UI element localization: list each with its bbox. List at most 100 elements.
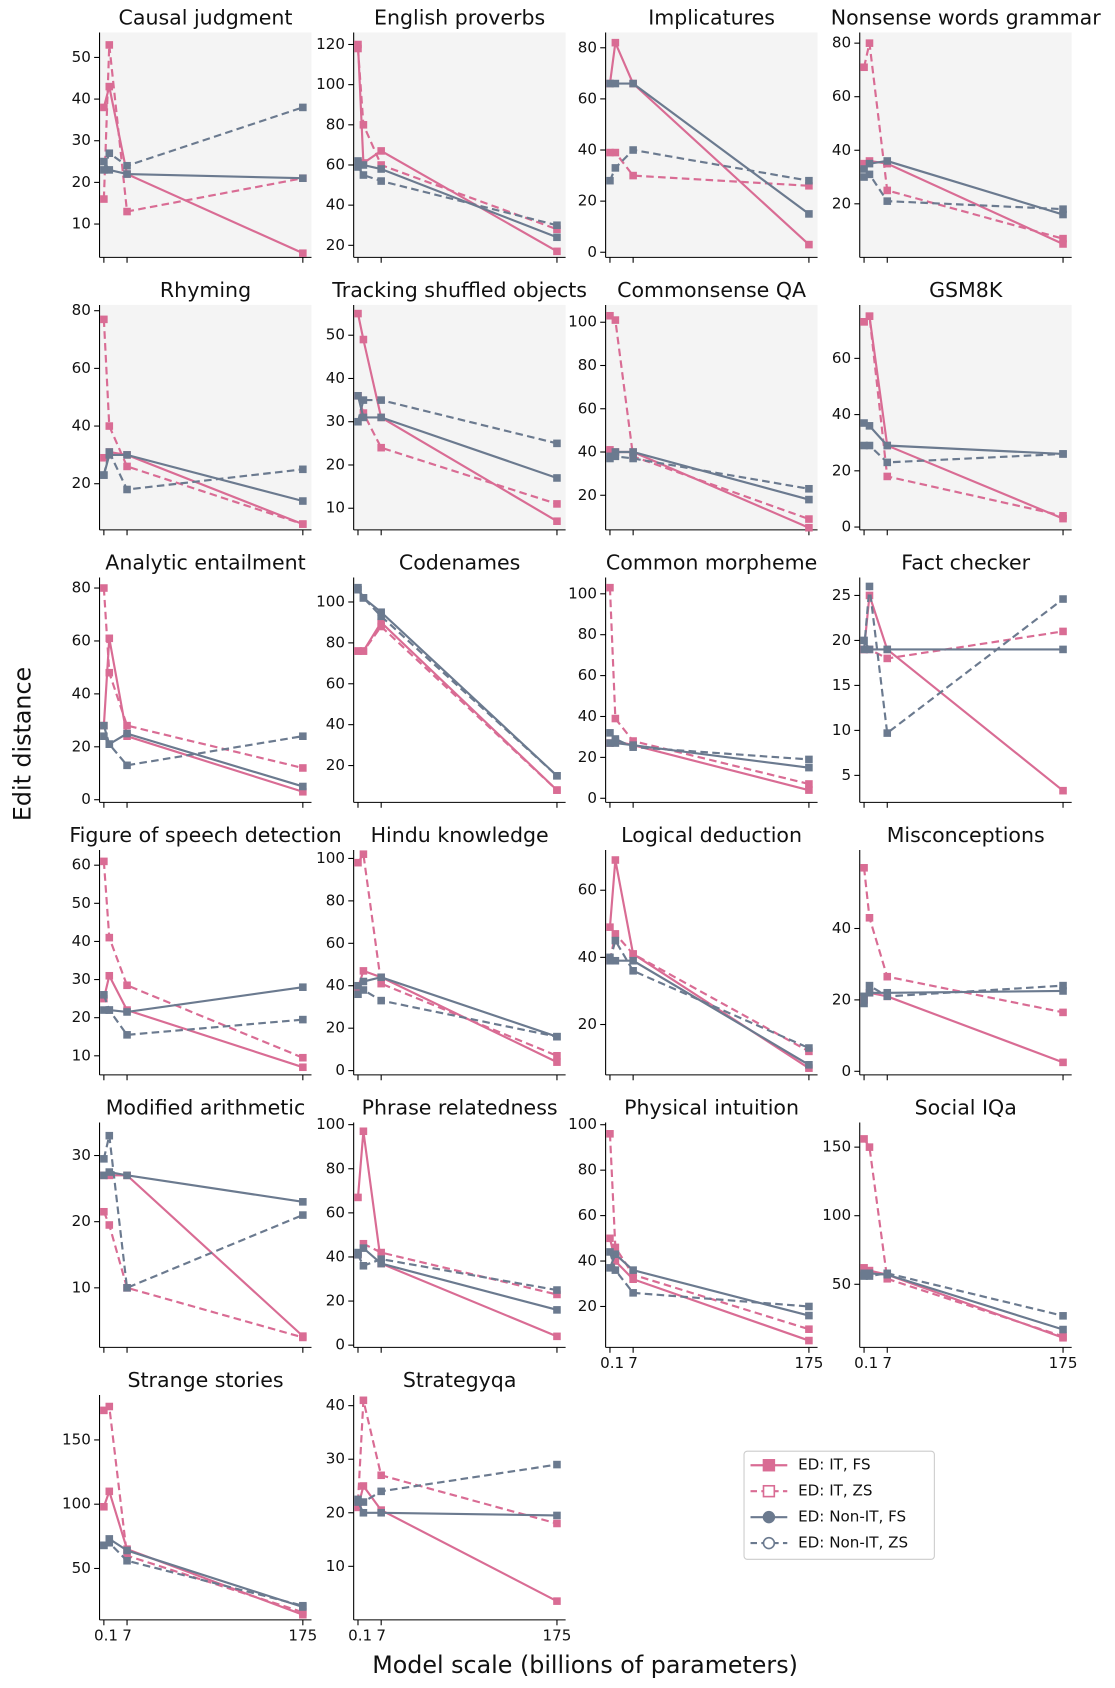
x-tick-label: 7 <box>628 1354 638 1372</box>
data-point <box>611 735 620 743</box>
data-point <box>377 413 385 422</box>
data-point <box>377 622 385 631</box>
data-point <box>299 1015 307 1024</box>
data-point <box>354 309 362 318</box>
legend-label: ED: IT, ZS <box>798 1482 872 1500</box>
y-tick-label: 10 <box>326 499 345 517</box>
data-point <box>860 992 868 1001</box>
data-point <box>359 396 368 404</box>
y-tick-label: 40 <box>72 417 91 435</box>
data-point <box>606 176 614 185</box>
y-tick-label: 30 <box>326 1450 345 1468</box>
data-point <box>865 645 874 654</box>
data-point <box>1059 1058 1067 1067</box>
y-tick-label: 60 <box>578 89 597 107</box>
data-point <box>606 148 614 157</box>
data-point <box>805 1044 813 1052</box>
data-point <box>606 1234 614 1243</box>
data-point <box>299 103 307 112</box>
data-point <box>123 462 131 471</box>
data-point <box>883 654 892 663</box>
data-point <box>1059 512 1067 520</box>
data-point <box>1059 981 1067 990</box>
y-tick-label: 60 <box>326 674 345 692</box>
data-point <box>123 761 131 770</box>
data-point <box>100 584 108 592</box>
y-tick-label: 20 <box>326 1292 345 1310</box>
y-tick-label: 20 <box>832 631 851 649</box>
data-point <box>377 1248 385 1257</box>
series-line <box>357 1463 558 1504</box>
x-tick-label: 175 <box>288 1627 317 1645</box>
data-point <box>105 634 114 643</box>
series-line <box>608 38 810 246</box>
series-line <box>356 969 558 1064</box>
data-point <box>611 448 620 456</box>
data-point <box>377 979 385 988</box>
data-point <box>377 396 385 404</box>
data-point <box>629 956 637 965</box>
y-tick-label: 60 <box>72 359 91 377</box>
data-point <box>860 441 868 450</box>
y-tick-label: 80 <box>326 633 345 651</box>
data-point <box>354 1193 362 1202</box>
data-point <box>123 485 131 494</box>
data-point <box>359 1127 368 1136</box>
data-point <box>805 786 813 794</box>
chart-title: Physical intuition <box>624 1095 799 1119</box>
data-point <box>553 1051 561 1060</box>
series-line <box>863 1138 1064 1338</box>
y-tick-label: 20 <box>326 455 345 473</box>
data-point <box>354 1503 362 1512</box>
data-point <box>606 311 614 320</box>
data-point <box>805 1325 813 1333</box>
series-line <box>862 586 1064 736</box>
data-point <box>553 1519 561 1528</box>
y-tick-label: 30 <box>326 412 345 430</box>
legend-label: ED: IT, FS <box>798 1456 870 1474</box>
y-tick-label: 40 <box>326 369 345 387</box>
y-tick-label: 50 <box>326 326 345 344</box>
y-tick-label: 0 <box>587 243 597 261</box>
data-point <box>865 170 874 179</box>
series-line <box>357 166 558 227</box>
data-point <box>100 994 108 1003</box>
data-point <box>883 458 892 467</box>
data-point <box>883 972 892 981</box>
plot-background <box>99 32 312 258</box>
chart-title: Rhyming <box>160 278 251 302</box>
data-point <box>100 1406 108 1415</box>
data-point <box>865 988 874 997</box>
data-point <box>883 441 892 450</box>
data-point <box>553 786 561 794</box>
y-tick-label: 60 <box>326 155 345 173</box>
series-line <box>863 639 1064 651</box>
data-point <box>123 729 131 738</box>
y-tick-label: 80 <box>578 356 597 374</box>
data-point <box>123 1284 131 1292</box>
y-tick-label: 100 <box>316 75 345 93</box>
data-point <box>860 165 868 173</box>
y-tick-label: 100 <box>568 584 597 602</box>
data-point <box>883 729 892 737</box>
y-tick-label: 20 <box>578 486 597 504</box>
data-point <box>553 1032 561 1041</box>
y-tick-label: 40 <box>72 932 91 950</box>
data-point <box>105 1131 114 1140</box>
y-tick-label: 80 <box>578 625 597 643</box>
data-point <box>100 1171 108 1180</box>
data-point <box>1059 645 1067 654</box>
chart-title: Hindu knowledge <box>371 823 549 847</box>
data-point <box>299 787 307 796</box>
data-point <box>611 452 620 461</box>
y-tick-label: 100 <box>316 592 345 610</box>
data-point <box>377 1471 385 1480</box>
data-point <box>805 484 813 493</box>
data-point <box>105 1168 114 1176</box>
data-point <box>100 732 108 740</box>
data-point <box>860 63 868 72</box>
chart-title: Implicatures <box>648 5 775 29</box>
data-point <box>553 772 561 780</box>
plot-background <box>605 304 818 530</box>
y-tick-label: 100 <box>822 1206 851 1224</box>
